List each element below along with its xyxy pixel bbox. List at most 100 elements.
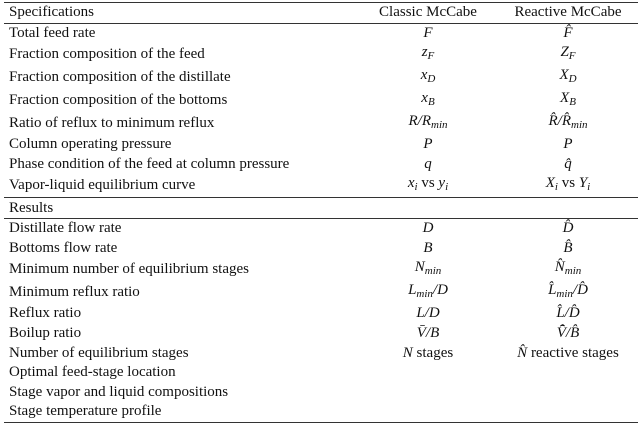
math-part: L [408,282,417,299]
row-label: Boilup ratio [9,325,82,342]
math-part: Y [578,175,588,192]
value-cell: B [358,239,498,259]
math-part: P [563,136,573,153]
value-cell: zF [358,43,498,66]
table-row: Fraction composition of the bottoms xB XB [4,89,638,112]
table-row: Vapor-liquid equilibrium curve xi vs yi Xi… [4,174,638,199]
table-row: Fraction composition of the feed zF ZF [4,43,638,66]
math-part: X [559,67,569,84]
math-part: /D̂ [572,282,588,299]
row-label: Stage temperature profile [4,402,358,423]
math-part: X [560,90,570,107]
table-row: Ratio of reflux to minimum reflux R/Rmin R… [4,112,638,135]
math-part: i [445,181,449,194]
row-label: Bottoms flow rate [9,239,118,256]
math-part: y [438,175,446,192]
math-part: x [407,175,415,192]
table-row: Fraction composition of the distillate xD… [4,66,638,89]
value-cell: L/D [358,304,498,324]
math-part: min [556,288,573,301]
math-part: X [545,175,555,192]
row-label: Fraction composition of the bottoms [9,92,228,109]
value-cell [498,363,638,383]
math-part: N [402,344,413,361]
table-row: Column operating pressure P P [4,135,638,155]
math-part: N̂ [554,259,565,276]
math-part: D [427,73,436,86]
table-row: Optimal feed-stage location [4,363,638,383]
value-cell: N̂ reactive stages [498,343,638,363]
value-cell: F [358,23,498,43]
row-label: Column operating pressure [9,136,172,153]
value-cell: R/Rmin [358,112,498,135]
row-label: Distillate flow rate [9,220,122,237]
value-cell: F̂ [498,23,638,43]
math-part: B [423,239,433,256]
math-part: vs [557,175,579,192]
value-cell [498,402,638,423]
value-cell: Xi vs Yi [498,174,638,199]
value-cell: D [358,218,498,238]
value-cell: N̂min [498,258,638,281]
math-part: R/R [408,113,432,130]
value-cell: V̄̂/B̂ [498,324,638,344]
value-cell: V̄/B [358,324,498,344]
value-cell: L̂/D̂ [498,304,638,324]
header-cell: Reactive McCabe [498,2,638,24]
table-row: Boilup ratio V̄/B V̄̂/B̂ [4,324,638,344]
value-cell: N stages [358,343,498,363]
spec-table: Specifications Classic McCabe Reactive M… [4,2,638,423]
math-part: x [421,90,428,107]
math-part: F [423,24,433,41]
math-part: vs [417,175,439,192]
value-cell: D̂ [498,218,638,238]
math-part: Z [560,44,569,61]
math-part: reactive stages [527,344,619,361]
math-part: R̂/R̂ [548,113,572,130]
math-part: D [568,73,577,86]
header-cell: Classic McCabe [358,2,498,24]
value-cell: P [498,135,638,155]
math-part: /D [432,282,448,299]
math-part: D [422,220,434,237]
value-cell: R̂/R̂min [498,112,638,135]
math-part: L/D [416,305,440,322]
value-cell: L̂min/D̂ [498,281,638,304]
math-part: B̂ [563,239,573,256]
table-row: Reflux ratio L/D L̂/D̂ [4,304,638,324]
table-row: Minimum number of equilibrium stages Nmin… [4,258,638,281]
table-body: Specifications Classic McCabe Reactive M… [4,2,638,423]
value-cell: Lmin/D [358,281,498,304]
math-part: q̂ [564,156,572,173]
math-part: F [568,50,576,63]
row-label: Minimum reflux ratio [9,284,140,301]
value-cell: B̂ [498,239,638,259]
value-cell [358,363,498,383]
math-part: min [431,119,448,132]
math-part: stages [412,344,454,361]
math-part: B [427,96,435,109]
value-cell [498,383,638,403]
math-part: V̄/B [416,325,440,342]
row-label: Optimal feed-stage location [9,364,176,381]
math-part: N̂ [517,344,528,361]
value-cell: Nmin [358,258,498,281]
value-cell: XB [498,89,638,112]
table-row: Distillate flow rate D D̂ [4,218,638,238]
row-label: Fraction composition of the distillate [9,69,231,86]
table-row: Stage vapor and liquid compositions [4,383,638,403]
math-part: min [571,119,588,132]
value-cell [358,383,498,403]
header-cell: Specifications [4,2,358,24]
value-cell: q̂ [498,155,638,175]
row-label: Total feed rate [9,24,96,41]
math-part: L̂/D̂ [556,305,580,322]
math-part: F̂ [563,24,573,41]
math-part: N [414,259,425,276]
table-row: Stage temperature profile [4,402,638,423]
math-part: i [414,181,418,194]
value-cell: q [358,155,498,175]
value-cell [358,402,498,423]
table-row: Phase condition of the feed at column pr… [4,155,638,175]
math-part: P [423,136,433,153]
